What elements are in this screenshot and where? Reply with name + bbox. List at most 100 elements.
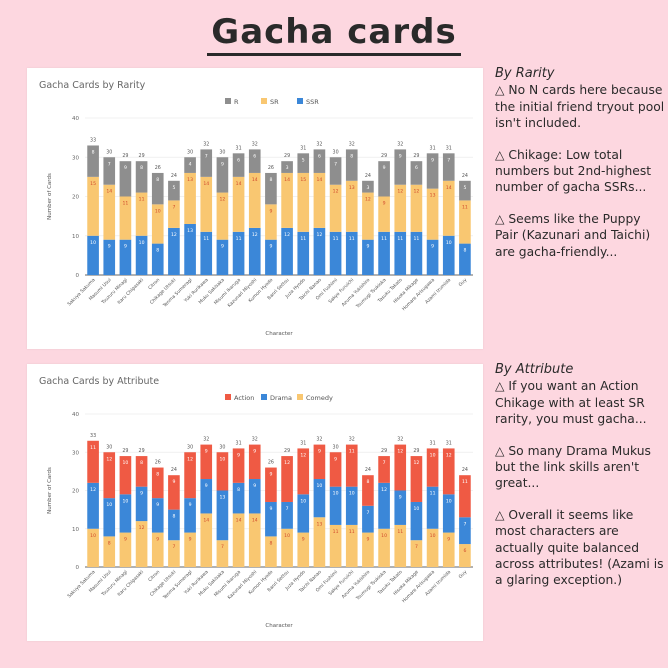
attribute-bar-label-comedy-omi-fushimi: 11	[333, 529, 339, 535]
rarity-bar-r-hisoka-mikage	[410, 161, 423, 185]
rarity-bar-label-ssr-citron: 8	[156, 248, 159, 254]
rarity-bar-label-sr-yuki-rurikawa: 14	[203, 181, 209, 187]
attribute-bar-label-comedy-tasuku-takato: 11	[397, 529, 403, 535]
attribute-total-label-masumi-usui: 30	[106, 444, 112, 450]
page-title-text: Gacha cards	[207, 12, 461, 56]
attribute-bar-action-omi-fushimi	[329, 452, 342, 487]
attribute-bar-label-drama-kazunari-miyoshi: 9	[253, 483, 256, 489]
attribute-bar-label-action-banri-settsu: 12	[284, 460, 290, 466]
rarity-bar-label-sr-guy: 11	[462, 204, 468, 210]
attribute-total-label-omi-fushimi: 30	[333, 444, 339, 450]
attribute-bar-label-drama-hisoka-mikage: 10	[413, 506, 419, 512]
rarity-bar-r-guy	[459, 180, 471, 201]
rarity-bar-label-ssr-tenma-sumeragi: 13	[187, 228, 193, 234]
attribute-bar-label-action-masumi-usui: 12	[106, 456, 112, 462]
attribute-bar-label-drama-juza-hyodo: 10	[300, 498, 306, 504]
attribute-bar-label-drama-tenma-sumeragi: 9	[189, 502, 192, 508]
rarity-bar-label-r-azuma-yukishiro: 3	[366, 185, 369, 191]
attribute-bar-label-action-chikage-utsuki: 9	[172, 479, 175, 485]
rarity-x-tick-label-sakuya-sakuma: Sakuya Sakuma	[66, 277, 96, 307]
attribute-bar-label-comedy-kazunari-miyoshi: 14	[252, 517, 258, 523]
rarity-total-label-guy: 24	[462, 173, 468, 179]
attribute-bar-comedy-yuki-rurikawa	[200, 513, 213, 567]
rarity-y-axis-label: Number of Cards	[47, 173, 53, 220]
attribute-bar-action-kazunari-miyoshi	[248, 444, 261, 480]
attribute-bar-label-comedy-tenma-sumeragi: 9	[189, 537, 192, 543]
attribute-bar-drama-muku-sakisaka	[216, 490, 229, 541]
rarity-bar-label-r-kazunari-miyoshi: 6	[253, 153, 256, 159]
attribute-total-label-kumon-hyodo: 26	[268, 460, 274, 466]
attribute-bar-drama-tenma-sumeragi	[184, 498, 196, 533]
rarity-total-label-tsumugi-tsukioka: 29	[381, 153, 387, 159]
rarity-total-label-tasuku-takato: 32	[397, 141, 403, 147]
attribute-total-label-kazunari-miyoshi: 32	[252, 437, 258, 443]
rarity-total-label-sakuya-sakuma: 33	[90, 137, 96, 143]
attribute-total-label-sakyo-furuichi: 32	[349, 437, 355, 443]
attribute-bar-label-action-tasuku-takato: 12	[397, 449, 403, 455]
attribute-bar-comedy-taichi-nanao	[313, 517, 326, 567]
rarity-bar-r-yuki-rurikawa	[200, 149, 213, 177]
rarity-bar-sr-masumi-usui	[103, 184, 116, 240]
rarity-bar-sr-azuma-yukishiro	[362, 192, 374, 240]
attribute-bar-label-action-azuma-yukishiro: 8	[366, 479, 369, 485]
attribute-bar-label-comedy-taichi-nanao: 13	[316, 521, 322, 527]
attribute-bar-action-sakyo-furuichi	[345, 444, 358, 487]
attribute-x-tick-label-guy: Guy	[458, 569, 469, 580]
attribute-bar-action-masumi-usui	[103, 452, 116, 499]
rarity-total-label-muku-sakisaka: 30	[219, 149, 225, 155]
attribute-bar-label-action-muku-sakisaka: 10	[219, 456, 225, 462]
attribute-bar-label-comedy-azami-izumida: 9	[447, 537, 450, 543]
rarity-bar-label-sr-misumi-ikaruga: 14	[236, 181, 242, 187]
attribute-legend-label-drama: Drama	[270, 394, 292, 402]
rarity-bar-label-ssr-homare-arisugawa: 9	[431, 244, 434, 250]
rarity-bar-r-homare-arisugawa	[426, 153, 439, 189]
rarity-bar-r-masumi-usui	[103, 157, 116, 185]
rarity-bar-r-chikage-utsuki	[168, 180, 180, 201]
rarity-bar-ssr-masumi-usui	[103, 239, 116, 275]
rarity-bar-label-sr-taichi-nanao: 14	[316, 177, 322, 183]
rarity-bar-r-tenma-sumeragi	[184, 157, 196, 173]
rarity-bar-label-ssr-chikage-utsuki: 12	[171, 232, 177, 238]
attribute-bar-label-action-omi-fushimi: 9	[334, 456, 337, 462]
rarity-bar-r-kumon-hyodo	[265, 172, 277, 205]
rarity-bar-ssr-omi-fushimi	[329, 231, 342, 275]
attribute-bar-label-drama-citron: 9	[156, 502, 159, 508]
attribute-bar-action-taichi-nanao	[313, 444, 326, 480]
rarity-bar-r-citron	[151, 172, 164, 205]
attribute-bar-label-action-tsuzuru-minagi: 10	[122, 460, 128, 466]
rarity-bar-label-sr-kumon-hyodo: 9	[269, 208, 272, 214]
attribute-bar-label-comedy-tsuzuru-minagi: 9	[124, 537, 127, 543]
rarity-bar-label-sr-hisoka-mikage: 12	[413, 189, 419, 195]
attribute-bar-comedy-tsumugi-tsukioka	[378, 528, 390, 567]
rarity-bar-label-r-yuki-rurikawa: 7	[205, 153, 208, 159]
attribute-bar-action-juza-hyodo	[297, 448, 310, 495]
rarity-bar-ssr-tsuzuru-minagi	[119, 239, 132, 275]
attribute-bar-drama-kumon-hyodo	[265, 501, 277, 537]
attribute-legend-label-action: Action	[234, 394, 254, 402]
rarity-bar-sr-homare-arisugawa	[426, 188, 439, 240]
rarity-bar-label-ssr-guy: 8	[463, 248, 466, 254]
rarity-bar-sr-hisoka-mikage	[410, 184, 423, 232]
attribute-bar-label-drama-taichi-nanao: 10	[316, 483, 322, 489]
attribute-legend-swatch-comedy	[297, 394, 303, 400]
attribute-total-label-juza-hyodo: 31	[300, 440, 306, 446]
attribute-chart-panel: Gacha Cards by Attribute Action Drama Comed…	[27, 364, 483, 641]
rarity-total-label-masumi-usui: 30	[106, 149, 112, 155]
attribute-bar-action-muku-sakisaka	[216, 452, 229, 491]
attribute-bar-label-action-misumi-ikaruga: 9	[237, 452, 240, 458]
rarity-bar-label-r-muku-sakisaka: 9	[221, 161, 224, 167]
rarity-bar-label-ssr-tsuzuru-minagi: 9	[124, 244, 127, 250]
rarity-note-1: △ No N cards here because the initial fr…	[495, 83, 665, 131]
rarity-bar-ssr-tasuku-takato	[394, 231, 407, 275]
rarity-bar-label-sr-juza-hyodo: 15	[300, 177, 306, 183]
rarity-notes: By Rarity △ No N cards here because the …	[495, 66, 665, 275]
attribute-bar-comedy-sakuya-sakuma	[87, 528, 99, 567]
rarity-note-3: △ Seems like the Puppy Pair (Kazunari an…	[495, 211, 651, 259]
attribute-bar-action-tasuku-takato	[394, 444, 407, 491]
attribute-total-label-tsuzuru-minagi: 29	[122, 448, 128, 454]
attribute-total-label-banri-settsu: 29	[284, 448, 290, 454]
rarity-total-label-azuma-yukishiro: 24	[365, 173, 371, 179]
attribute-bar-action-yuki-rurikawa	[200, 444, 213, 480]
rarity-bar-ssr-yuki-rurikawa	[200, 231, 213, 275]
rarity-bar-label-sr-tsuzuru-minagi: 11	[122, 201, 128, 207]
